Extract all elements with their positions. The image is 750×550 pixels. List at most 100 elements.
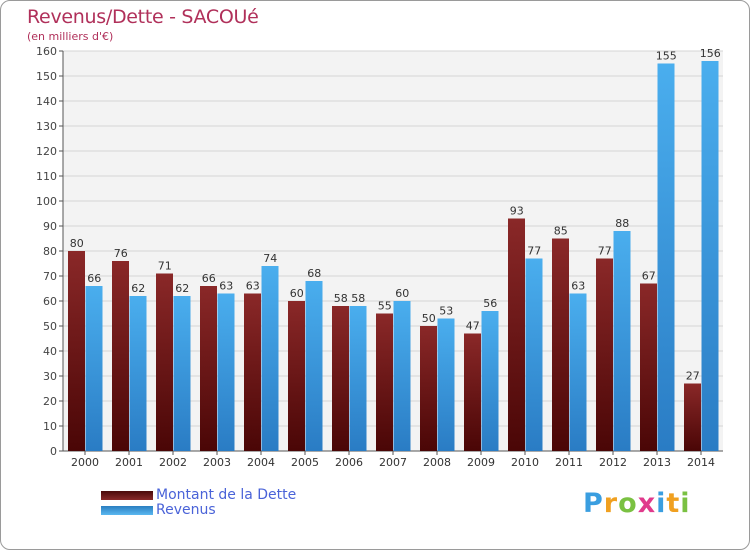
- y-tick-label: 60: [43, 295, 57, 308]
- y-tick-label: 140: [36, 95, 57, 108]
- logo-letter: o: [618, 488, 638, 519]
- bar-revenus: [657, 63, 675, 451]
- data-label: 93: [510, 205, 524, 218]
- y-tick-label: 160: [36, 45, 57, 58]
- data-label: 62: [131, 282, 145, 295]
- chart-subtitle: (en milliers d'€): [27, 30, 114, 43]
- bar-dette: [684, 383, 701, 451]
- bar-dette: [112, 261, 129, 451]
- bar-revenus: [569, 293, 587, 451]
- bar-dette: [332, 306, 349, 451]
- y-tick-label: 30: [43, 370, 57, 383]
- y-tick-label: 80: [43, 245, 57, 258]
- data-label: 55: [378, 300, 392, 313]
- bar-dette: [200, 286, 217, 451]
- bar-dette: [640, 283, 657, 451]
- y-tick-label: 130: [36, 120, 57, 133]
- x-tick-label: 2009: [467, 456, 495, 469]
- data-label: 47: [466, 320, 480, 333]
- y-tick-label: 0: [50, 445, 57, 458]
- bar-dette: [552, 238, 569, 451]
- y-tick-label: 10: [43, 420, 57, 433]
- data-label: 63: [246, 280, 260, 293]
- x-tick-label: 2010: [511, 456, 539, 469]
- bar-revenus: [129, 296, 147, 451]
- y-tick-label: 150: [36, 70, 57, 83]
- y-tick-label: 90: [43, 220, 57, 233]
- x-tick-label: 2011: [555, 456, 583, 469]
- y-tick-label: 100: [36, 195, 57, 208]
- x-tick-label: 2000: [71, 456, 99, 469]
- bar-revenus: [173, 296, 191, 451]
- x-tick-label: 2007: [379, 456, 407, 469]
- logo-letter: P: [583, 488, 604, 519]
- bar-dette: [68, 251, 85, 451]
- data-label: 66: [87, 272, 101, 285]
- y-tick-label: 40: [43, 345, 57, 358]
- logo-letter: x: [637, 488, 657, 519]
- x-tick-label: 2001: [115, 456, 143, 469]
- bar-dette: [288, 301, 305, 451]
- data-label: 66: [202, 272, 216, 285]
- bar-dette: [464, 333, 481, 451]
- logo-letter: i: [680, 488, 691, 519]
- data-label: 85: [554, 225, 568, 238]
- bar-dette: [244, 293, 261, 451]
- bar-dette: [596, 258, 613, 451]
- x-tick-label: 2006: [335, 456, 363, 469]
- bar-revenus: [349, 306, 367, 451]
- bar-revenus: [701, 61, 719, 451]
- data-label: 53: [439, 305, 453, 318]
- bar-dette: [420, 326, 437, 451]
- data-label: 63: [571, 280, 585, 293]
- logo-letter: i: [656, 488, 667, 519]
- bar-revenus: [305, 281, 323, 451]
- data-label: 60: [395, 287, 409, 300]
- x-tick-label: 2002: [159, 456, 187, 469]
- legend-swatch-revenus: [101, 506, 153, 515]
- x-tick-label: 2004: [247, 456, 275, 469]
- bar-dette: [508, 218, 525, 451]
- data-label: 80: [70, 237, 84, 250]
- legend-label-dette: Montant de la Dette: [156, 487, 297, 503]
- data-label: 63: [219, 280, 233, 293]
- data-label: 62: [175, 282, 189, 295]
- x-tick-label: 2014: [687, 456, 715, 469]
- data-label: 74: [263, 252, 277, 265]
- y-tick-label: 70: [43, 270, 57, 283]
- bar-revenus: [613, 231, 631, 451]
- bar-dette: [156, 273, 173, 451]
- logo-letter: r: [603, 488, 619, 519]
- data-label: 71: [158, 260, 172, 273]
- bar-revenus: [217, 293, 235, 451]
- bar-revenus: [437, 318, 455, 451]
- data-label: 27: [686, 370, 700, 383]
- data-label: 50: [422, 312, 436, 325]
- bar-revenus: [525, 258, 543, 451]
- data-label: 77: [598, 245, 612, 258]
- data-label: 67: [642, 270, 656, 283]
- y-tick-label: 110: [36, 170, 57, 183]
- x-tick-label: 2003: [203, 456, 231, 469]
- data-label: 56: [483, 297, 497, 310]
- y-tick-label: 120: [36, 145, 57, 158]
- logo-letter: t: [666, 488, 681, 519]
- data-label: 77: [527, 245, 541, 258]
- x-tick-label: 2005: [291, 456, 319, 469]
- x-tick-label: 2008: [423, 456, 451, 469]
- chart-title: Revenus/Dette - SACOUé: [27, 6, 259, 28]
- data-label: 58: [334, 292, 348, 305]
- proxiti-logo: Proxiti: [583, 488, 691, 519]
- bar-revenus: [261, 266, 279, 451]
- y-tick-label: 50: [43, 320, 57, 333]
- bar-revenus: [481, 311, 499, 451]
- data-label: 68: [307, 267, 321, 280]
- data-label: 155: [656, 50, 677, 63]
- data-label: 76: [114, 247, 128, 260]
- bar-dette: [376, 313, 393, 451]
- bar-revenus: [85, 286, 103, 451]
- x-tick-label: 2013: [643, 456, 671, 469]
- x-tick-label: 2012: [599, 456, 627, 469]
